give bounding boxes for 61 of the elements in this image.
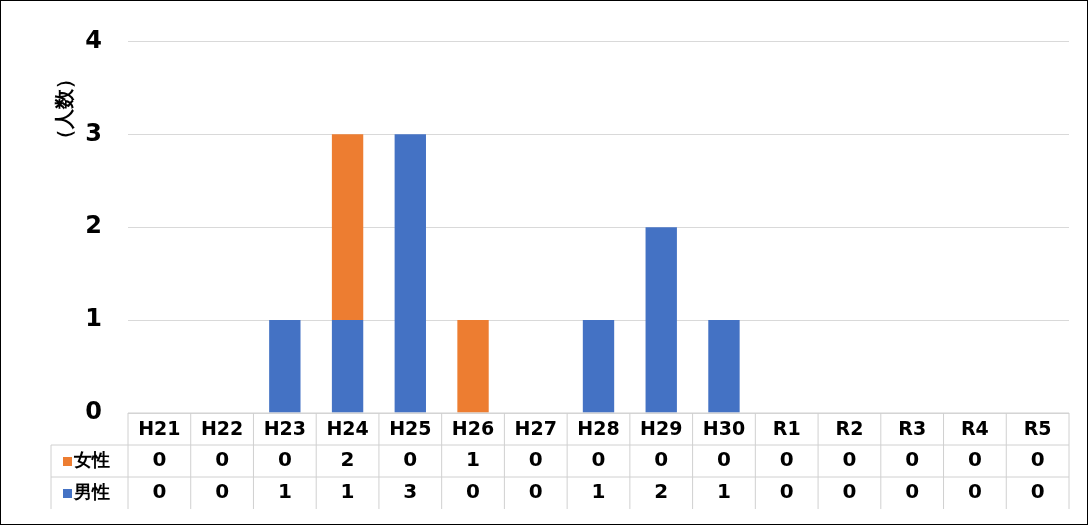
- data-label: 0: [717, 447, 731, 472]
- data-label: 0: [905, 479, 920, 504]
- data-label: 0: [1030, 447, 1045, 472]
- data-label: 0: [277, 447, 292, 472]
- data-label: 1: [591, 479, 606, 504]
- legend-label: 女性: [73, 448, 110, 470]
- data-label: 1: [277, 479, 292, 504]
- data-label: 0: [842, 479, 857, 504]
- data-label: 0: [905, 447, 920, 472]
- x-tick-label: R5: [1023, 417, 1052, 440]
- x-tick-label: H27: [514, 417, 557, 440]
- x-tick-label: R3: [898, 417, 927, 440]
- x-tick-label: R1: [772, 417, 801, 440]
- data-label: 0: [591, 447, 606, 472]
- y-tick-label: 4: [85, 25, 102, 54]
- y-axis-title: （人数）: [52, 69, 77, 149]
- legend-label: 男性: [73, 480, 110, 502]
- data-label: 1: [717, 479, 731, 504]
- data-label: 0: [967, 479, 982, 504]
- bar: [331, 320, 364, 413]
- data-label: 1: [466, 447, 480, 472]
- x-tick-label: H25: [389, 417, 432, 440]
- x-tick-label: H30: [702, 417, 746, 440]
- bar: [708, 320, 740, 413]
- bar: [394, 134, 426, 413]
- data-label: 0: [528, 479, 543, 504]
- y-tick-label: 3: [85, 118, 102, 147]
- bar: [457, 320, 489, 413]
- data-label: 0: [215, 479, 230, 504]
- data-label: 0: [779, 447, 794, 472]
- y-tick-label: 1: [85, 304, 102, 333]
- data-label: 3: [403, 479, 418, 504]
- x-tick-label: H24: [326, 417, 369, 440]
- bar: [645, 227, 677, 413]
- x-tick-label: R4: [960, 417, 989, 440]
- x-tick-label: R2: [835, 417, 864, 440]
- data-label: 1: [340, 479, 355, 504]
- data-label: 0: [779, 479, 794, 504]
- data-label: 2: [654, 479, 669, 504]
- bar: [269, 320, 301, 413]
- data-label: 0: [152, 447, 167, 472]
- x-tick-label: H22: [200, 417, 244, 440]
- bar: [331, 134, 364, 321]
- x-tick-label: H29: [640, 417, 683, 440]
- data-label: 0: [967, 447, 982, 472]
- x-tick-label: H21: [138, 417, 181, 440]
- bar: [582, 320, 615, 413]
- x-tick-label: H26: [451, 417, 495, 440]
- data-label: 0: [1030, 479, 1045, 504]
- data-label: 2: [340, 447, 355, 472]
- data-label: 0: [403, 447, 418, 472]
- data-label: 0: [215, 447, 230, 472]
- data-label: 0: [466, 479, 480, 504]
- data-label: 0: [654, 447, 669, 472]
- data-label: 0: [152, 479, 167, 504]
- y-tick-label: 0: [85, 397, 102, 426]
- x-tick-label: H28: [577, 417, 620, 440]
- data-label: 0: [842, 447, 857, 472]
- data-label: 0: [528, 447, 543, 472]
- y-tick-label: 2: [85, 211, 102, 240]
- x-tick-label: H23: [263, 417, 307, 440]
